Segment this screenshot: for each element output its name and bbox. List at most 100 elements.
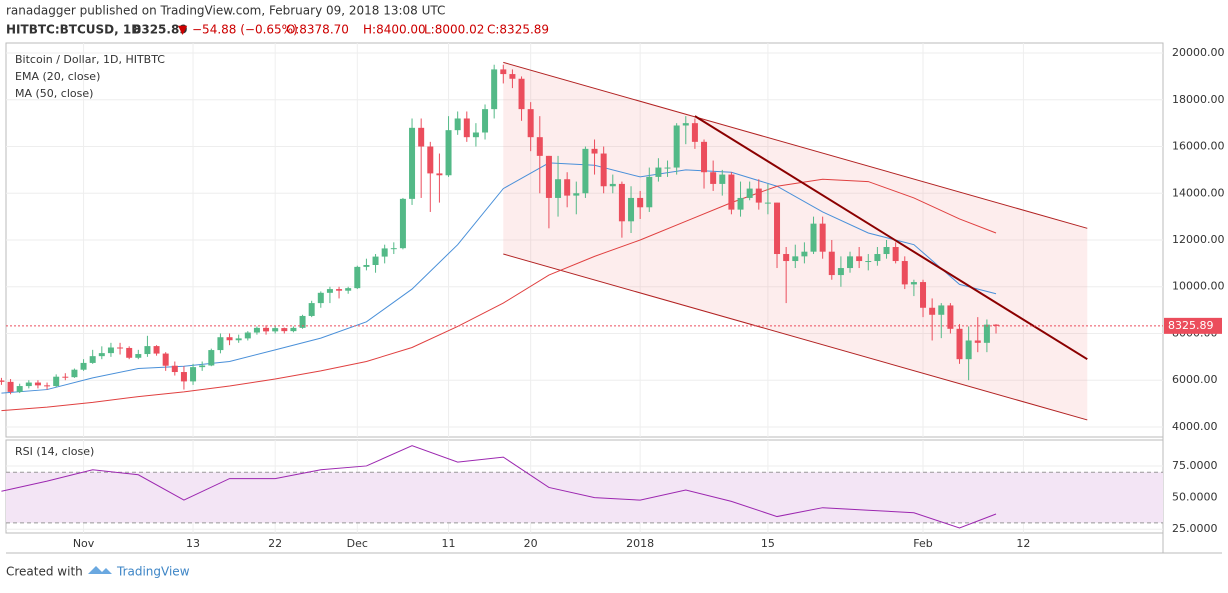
candle-body bbox=[107, 347, 114, 354]
candle-body bbox=[965, 340, 972, 360]
last-price-label: 8325.89 bbox=[1168, 319, 1214, 332]
y-tick-label: 20000.00 bbox=[1172, 46, 1225, 59]
y-tick-label: 50.0000 bbox=[1172, 491, 1218, 504]
candle-body bbox=[436, 173, 443, 176]
candle-body bbox=[326, 289, 333, 293]
candle-body bbox=[363, 265, 370, 267]
candle-body bbox=[44, 385, 51, 387]
candle-body bbox=[837, 268, 844, 276]
x-tick-label: Nov bbox=[73, 537, 95, 550]
candle-body bbox=[71, 369, 78, 378]
candle-body bbox=[34, 382, 41, 386]
logo bbox=[88, 566, 112, 574]
candle-body bbox=[472, 132, 479, 138]
candle-body bbox=[217, 337, 224, 351]
candle-body bbox=[454, 118, 461, 131]
x-tick-label: Feb bbox=[913, 537, 932, 550]
candle-body bbox=[144, 346, 151, 355]
candle-body bbox=[345, 288, 352, 291]
trendline bbox=[694, 115, 1088, 361]
candle-body bbox=[564, 179, 571, 196]
candle-body bbox=[783, 254, 790, 262]
candle-body bbox=[974, 340, 981, 343]
candle-body bbox=[482, 109, 489, 133]
candle-body bbox=[281, 328, 288, 332]
x-tick-label: 11 bbox=[442, 537, 456, 550]
candle-body bbox=[89, 356, 96, 363]
last: 8325.89 bbox=[133, 23, 188, 37]
candle-body bbox=[719, 174, 726, 184]
candle-body bbox=[874, 254, 881, 262]
candle-body bbox=[290, 327, 297, 332]
candle-body bbox=[135, 354, 142, 358]
channel-upper bbox=[503, 61, 1088, 229]
candle-body bbox=[409, 127, 416, 199]
plot: 4000.006000.008000.0010000.0012000.00140… bbox=[0, 43, 1225, 550]
x-tick-label: 20 bbox=[524, 537, 538, 550]
candle-body bbox=[801, 251, 808, 257]
candle-body bbox=[62, 376, 69, 378]
y-tick-label: 75.0000 bbox=[1172, 459, 1218, 472]
candle-body bbox=[126, 347, 133, 358]
candle-body bbox=[591, 148, 598, 154]
x-tick-label: 2018 bbox=[626, 537, 654, 550]
candle-body bbox=[527, 109, 534, 138]
candle-body bbox=[764, 202, 771, 204]
candle-body bbox=[117, 347, 124, 349]
candle-body bbox=[828, 251, 835, 276]
y-tick-label: 18000.00 bbox=[1172, 93, 1225, 106]
candle-body bbox=[427, 146, 434, 174]
candle-body bbox=[208, 350, 215, 366]
candle-body bbox=[910, 282, 917, 285]
candle-body bbox=[390, 248, 397, 250]
candle-body bbox=[792, 256, 799, 262]
x-tick-label: 12 bbox=[1016, 537, 1030, 550]
candle-body bbox=[399, 198, 406, 249]
candle-body bbox=[80, 362, 87, 370]
candle-body bbox=[98, 353, 105, 357]
footer-brand[interactable]: TradingView bbox=[116, 565, 190, 579]
candle-body bbox=[664, 167, 671, 169]
change: −54.88 (−0.65%) bbox=[192, 23, 298, 37]
candle-body bbox=[938, 305, 945, 315]
channel-fill bbox=[503, 62, 1088, 420]
candle-body bbox=[746, 188, 753, 198]
candle-body bbox=[892, 247, 899, 262]
candle-body bbox=[235, 338, 242, 341]
candle-body bbox=[317, 292, 324, 304]
candle-body bbox=[609, 183, 616, 187]
candle-body bbox=[856, 256, 863, 262]
last-price-box bbox=[1164, 317, 1222, 334]
candle-body bbox=[819, 223, 826, 252]
candle-body bbox=[299, 315, 306, 328]
candle-body bbox=[710, 172, 717, 184]
high: H:8400.00 bbox=[363, 23, 426, 37]
candle-body bbox=[673, 125, 680, 168]
legend-title: Bitcoin / Dollar, 1D, HITBTC bbox=[15, 53, 165, 66]
candle-body bbox=[956, 328, 963, 360]
candle-body bbox=[555, 179, 562, 198]
candle-body bbox=[153, 346, 160, 354]
rsi-title: RSI (14, close) bbox=[15, 445, 94, 458]
candle-body bbox=[993, 324, 1000, 326]
candle-body bbox=[655, 167, 662, 177]
candle-body bbox=[865, 261, 872, 263]
candle-body bbox=[545, 155, 552, 198]
legend-entry: MA (50, close) bbox=[15, 87, 93, 100]
candle-body bbox=[253, 327, 260, 333]
candle-body bbox=[199, 365, 206, 368]
candle-body bbox=[171, 365, 178, 373]
open: O:8378.70 bbox=[286, 23, 349, 37]
candle-body bbox=[737, 197, 744, 210]
candle-body bbox=[637, 197, 644, 208]
candle-body bbox=[682, 123, 689, 126]
x-tick-label: 13 bbox=[186, 537, 200, 550]
low: L:8000.02 bbox=[424, 23, 484, 37]
candle-body bbox=[691, 123, 698, 142]
candle-body bbox=[509, 74, 516, 79]
candle-body bbox=[0, 380, 5, 382]
candle-body bbox=[983, 324, 990, 343]
x-tick-label: 15 bbox=[761, 537, 775, 550]
candle-body bbox=[162, 353, 169, 366]
